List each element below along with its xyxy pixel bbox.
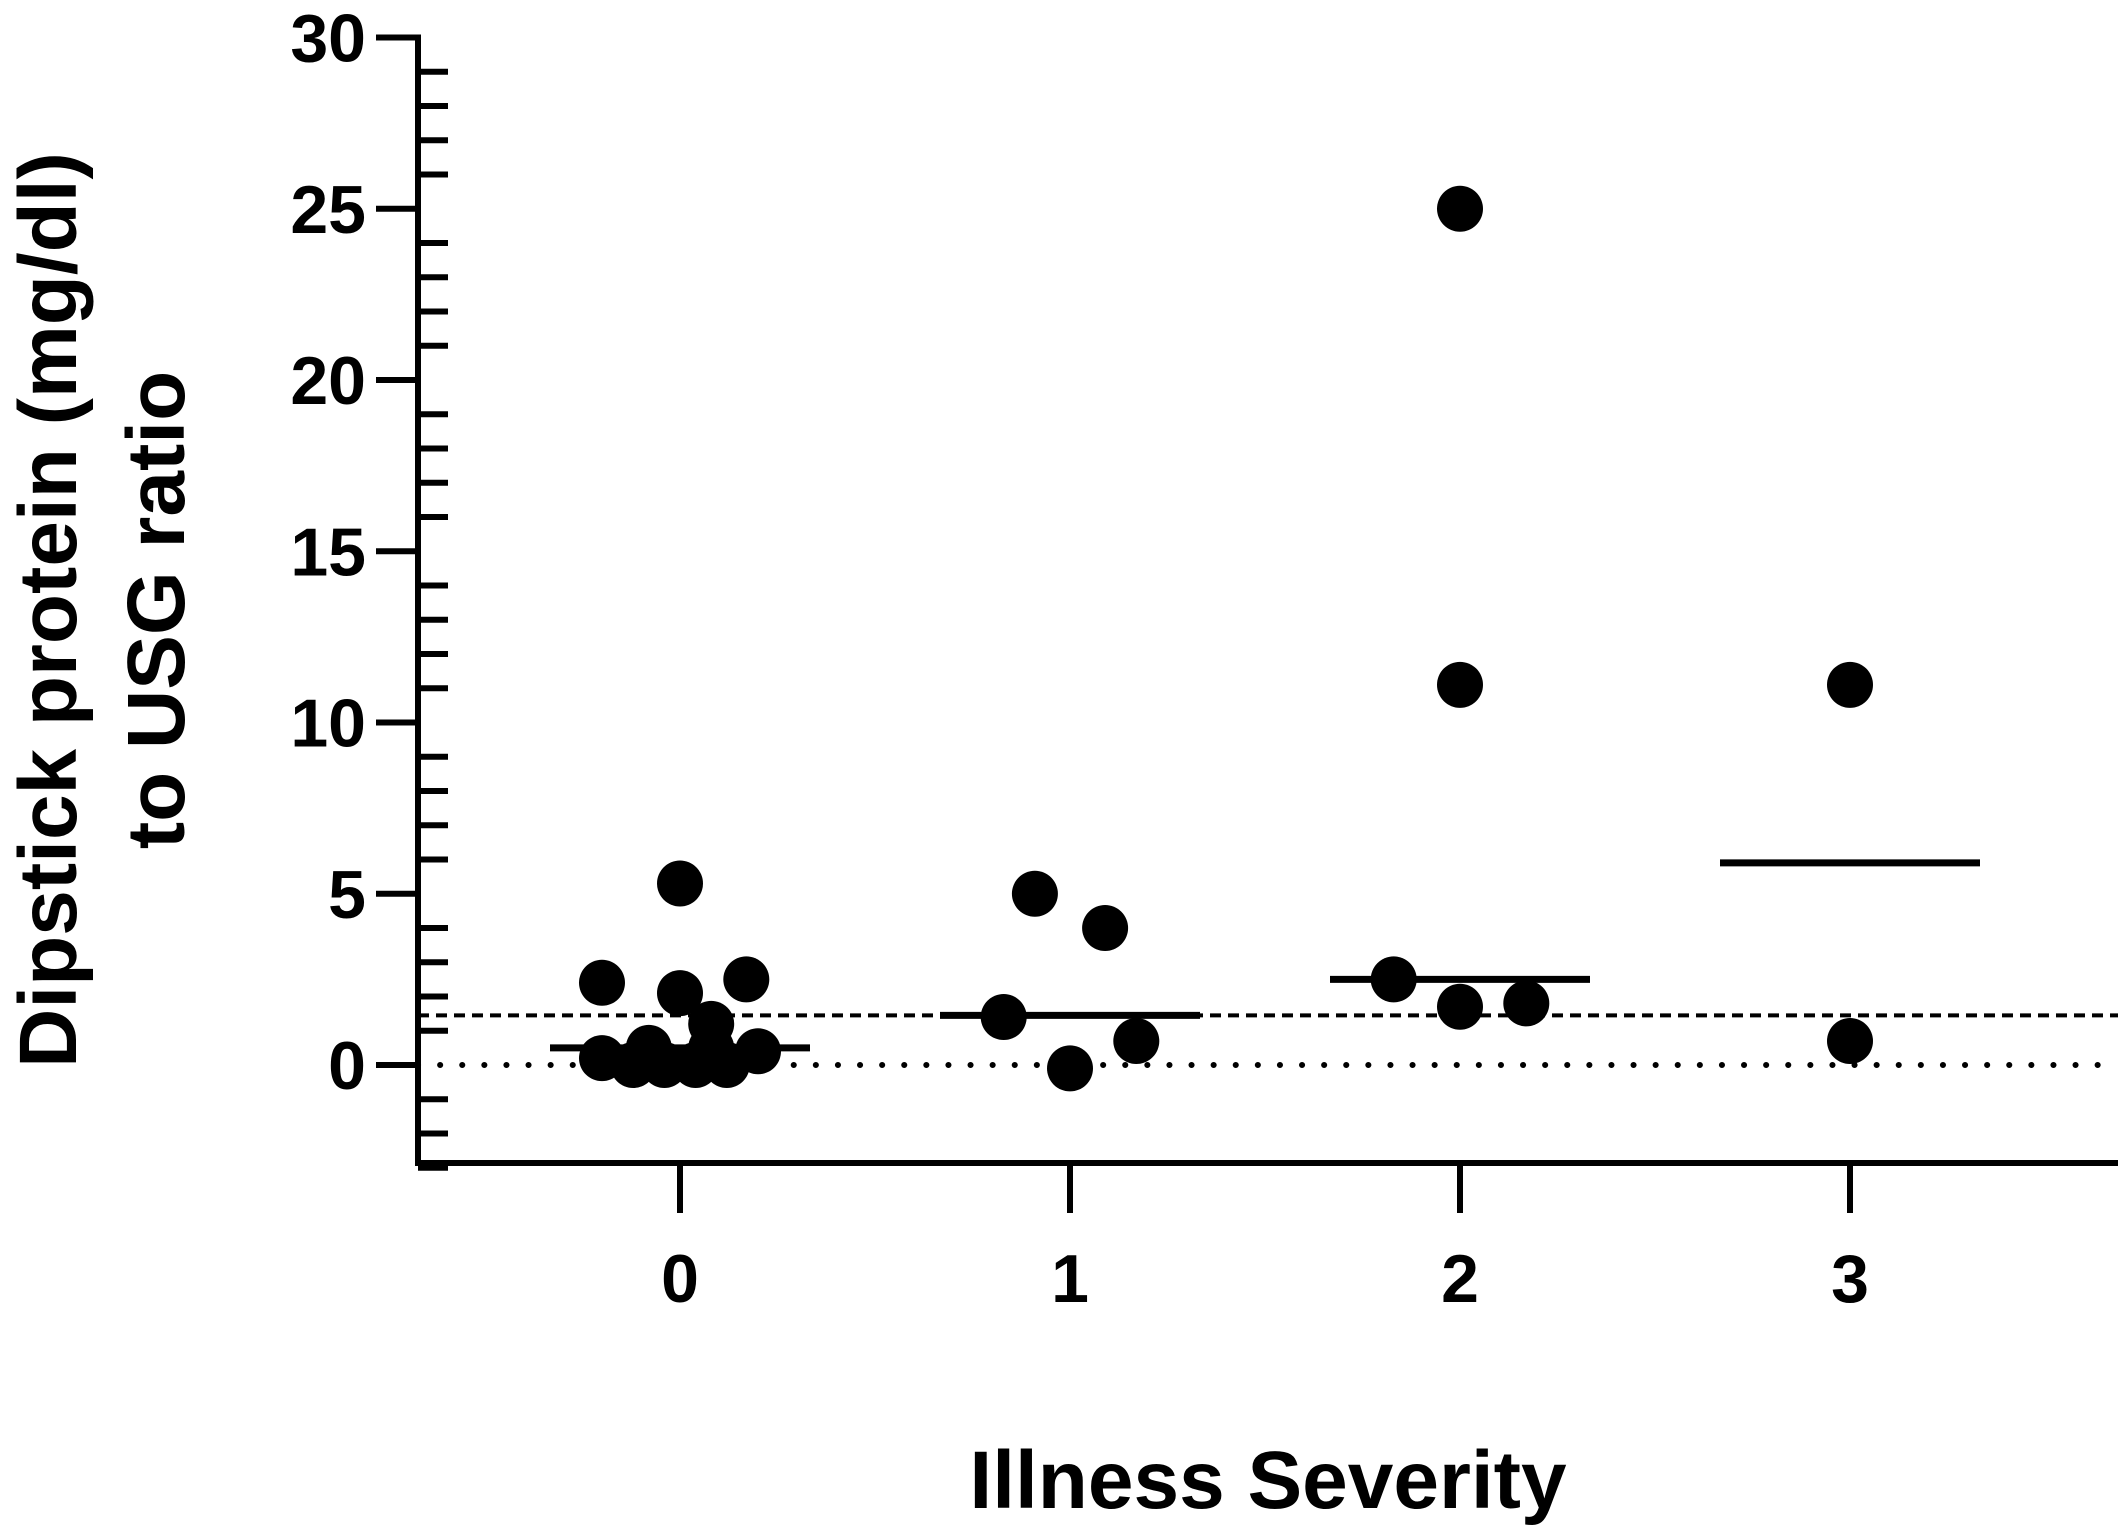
y-tick-label: 5 — [328, 857, 366, 933]
x-tick-label: 2 — [1441, 1241, 1479, 1317]
y-axis-title-line-1: Dipstick protein (mg/dl) — [3, 152, 94, 1068]
axis-titles: Illness Severity Dipstick protein (mg/dl… — [3, 152, 1567, 1526]
data-point — [735, 1028, 781, 1075]
x-axis-title: Illness Severity — [969, 1435, 1567, 1526]
y-tick-label: 25 — [290, 172, 366, 248]
data-point — [1370, 956, 1417, 1003]
data-point — [1011, 870, 1058, 917]
y-tick-label: 20 — [290, 343, 366, 419]
reference-lines — [415, 1013, 2121, 1068]
data-point — [1437, 661, 1483, 708]
y-tick-label: 0 — [328, 1028, 366, 1104]
data-point — [980, 994, 1027, 1041]
y-tick-label: 15 — [290, 514, 366, 590]
y-ticks: 0 5 10 15 20 25 30 — [290, 1, 448, 1171]
data-point — [579, 959, 625, 1006]
data-point — [1082, 905, 1129, 951]
median-lines — [550, 859, 1980, 1052]
data-point — [657, 860, 703, 907]
y-axis-title-line-2: to USG ratio — [111, 371, 202, 849]
data-point — [723, 956, 770, 1003]
x-tick-label: 3 — [1831, 1241, 1869, 1317]
data-point — [1827, 661, 1873, 708]
y-tick-label: 30 — [290, 1, 366, 77]
data-point — [657, 970, 703, 1017]
data-point — [1437, 185, 1483, 232]
data-point — [1437, 983, 1483, 1030]
data-point — [1113, 1018, 1160, 1065]
data-point — [1503, 980, 1550, 1027]
y-axis-title: Dipstick protein (mg/dl) to USG ratio — [3, 152, 202, 1068]
axes — [415, 34, 2118, 1166]
y-tick-label: 10 — [290, 686, 366, 762]
data-point — [1047, 1045, 1093, 1092]
data-points — [579, 185, 1873, 1092]
x-ticks: 0 1 2 3 — [661, 1163, 1869, 1317]
data-point — [1827, 1018, 1873, 1065]
x-tick-label: 0 — [661, 1241, 699, 1317]
x-tick-label: 1 — [1051, 1241, 1089, 1317]
